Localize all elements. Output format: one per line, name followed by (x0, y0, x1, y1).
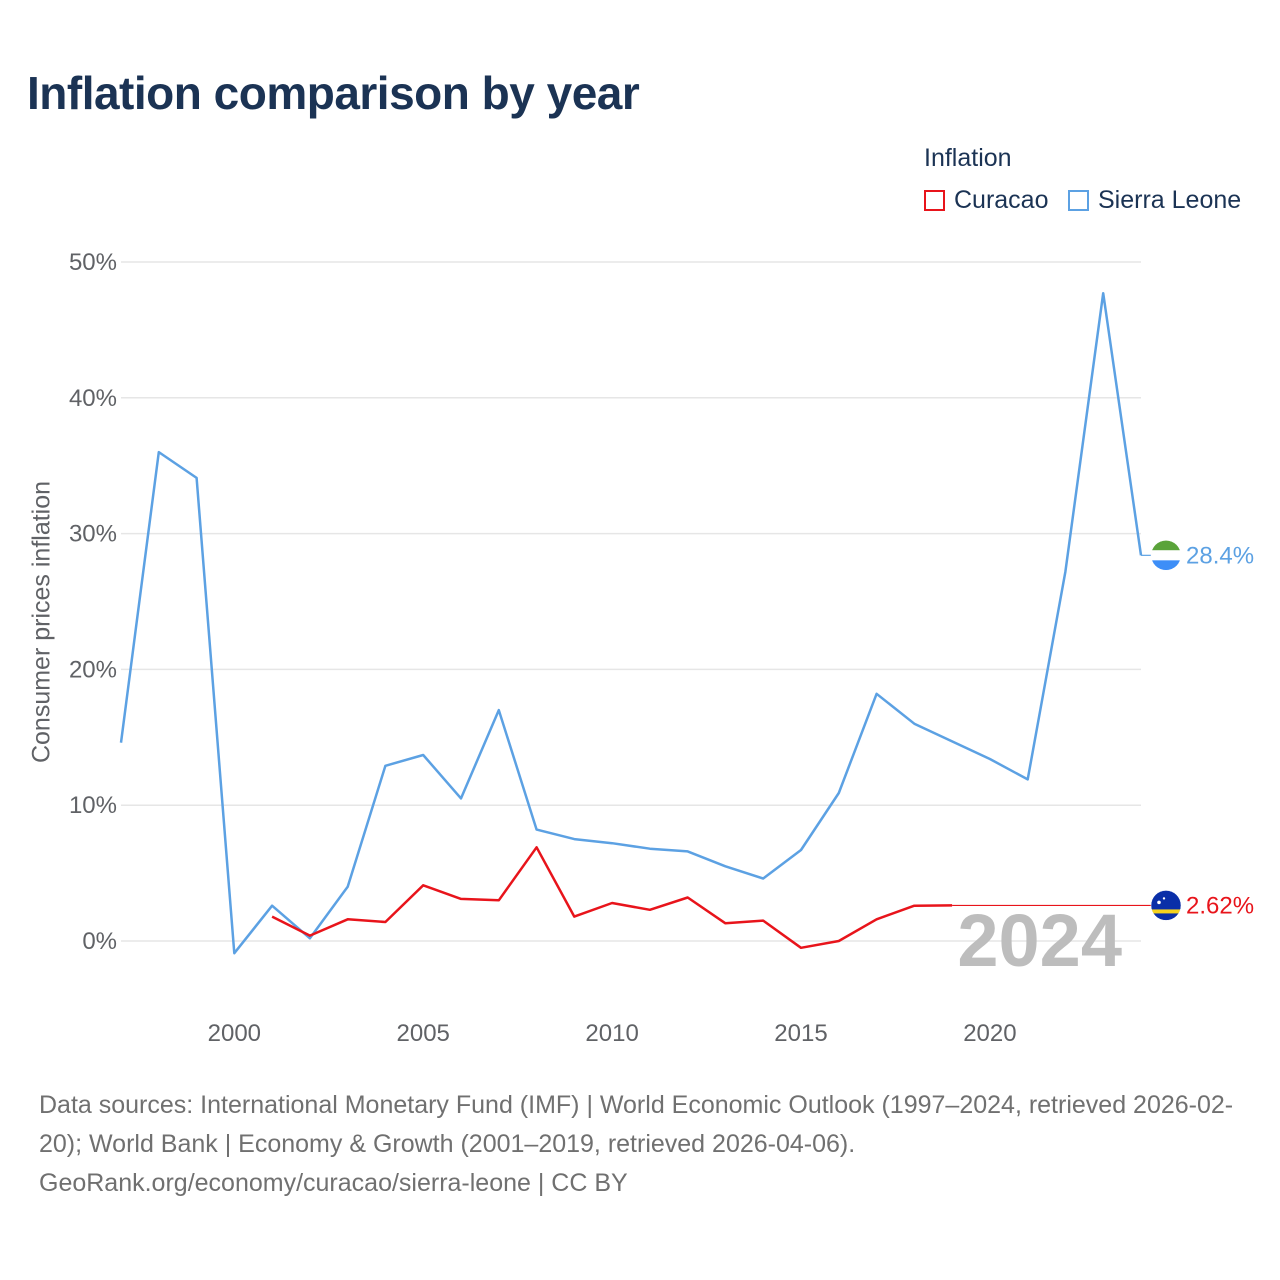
end-value-label-curacao: 2.62% (1186, 892, 1254, 919)
x-tick-label: 2015 (774, 1020, 827, 1047)
y-tick-label: 20% (69, 656, 117, 683)
legend-swatch-sierra-leone (1068, 190, 1089, 211)
line-chart: 0% 10% 20% 30% 40% 50% 2000 2005 2010 2015 2020 2… (69, 249, 1254, 1047)
end-value-label-sierra-leone: 28.4% (1186, 542, 1254, 569)
y-tick-label: 50% (69, 249, 117, 276)
x-tick-label: 2010 (585, 1020, 638, 1047)
x-tick-label: 2000 (208, 1020, 261, 1047)
legend-label-curacao: Curacao (954, 186, 1049, 214)
y-axis-ticks: 0% 10% 20% 30% 40% 50% (69, 249, 117, 955)
series-lines (119, 291, 1143, 955)
data-sources-text: Data sources: International Monetary Fun… (39, 1091, 1234, 1158)
y-tick-label: 30% (69, 521, 117, 548)
credit-link[interactable]: GeoRank.org/economy/curacao/sierra-leone… (39, 1169, 628, 1197)
x-tick-label: 2005 (397, 1020, 450, 1047)
series-line-curacao[interactable] (271, 846, 953, 950)
gridlines (121, 261, 1141, 942)
series-end-markers: 28.4% 2.62% (952, 540, 1254, 921)
legend-title: Inflation (924, 144, 1012, 172)
y-tick-label: 10% (69, 792, 117, 819)
series-line-sierra-leone[interactable] (119, 291, 1143, 955)
legend-label-sierra-leone: Sierra Leone (1098, 186, 1242, 214)
legend-item-sierra-leone[interactable]: Sierra Leone (1068, 186, 1241, 215)
footer: Data sources: International Monetary Fun… (39, 1086, 1254, 1203)
sierra-leone-flag-icon (1150, 540, 1182, 571)
curacao-flag-icon (1150, 890, 1182, 921)
current-year-watermark: 2024 (957, 899, 1122, 982)
y-tick-label: 0% (82, 928, 117, 955)
x-axis-ticks: 2000 2005 2010 2015 2020 (208, 1020, 1017, 1047)
legend-swatch-curacao (924, 190, 945, 211)
x-tick-label: 2020 (963, 1020, 1016, 1047)
chart-title: Inflation comparison by year (27, 67, 640, 119)
legend-item-curacao[interactable]: Curacao (924, 186, 1049, 215)
y-tick-label: 40% (69, 385, 117, 412)
